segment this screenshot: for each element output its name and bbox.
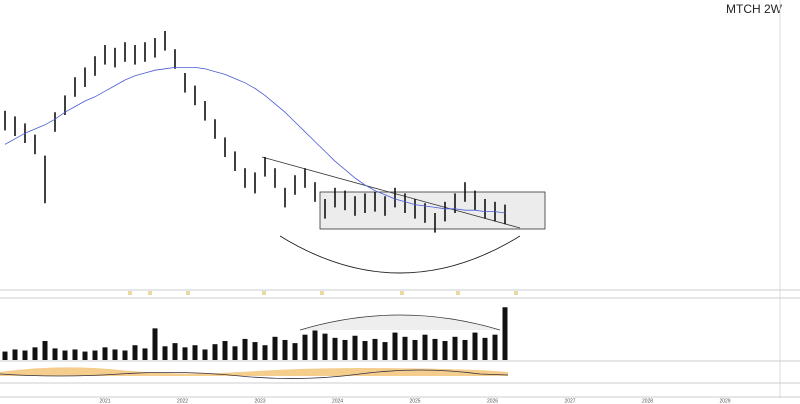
volume-bar bbox=[272, 336, 278, 360]
x-tick-label: 2025 bbox=[409, 398, 420, 404]
volume-bar bbox=[182, 347, 188, 360]
chart-title: MTCH 2W bbox=[726, 2, 783, 16]
x-tick-label: 2021 bbox=[99, 398, 110, 404]
volume-bar bbox=[292, 343, 298, 360]
volume-bar bbox=[472, 332, 478, 360]
volume-bar bbox=[52, 348, 58, 360]
volume-bar bbox=[312, 330, 318, 360]
moving-average bbox=[4, 67, 506, 214]
x-tick-label: 2026 bbox=[487, 398, 498, 404]
signal-marker bbox=[456, 291, 460, 295]
volume-bar bbox=[412, 339, 418, 360]
volume-arc bbox=[299, 314, 501, 331]
volume-bar bbox=[142, 348, 148, 360]
channel-box bbox=[319, 191, 546, 230]
volume-bar bbox=[492, 334, 498, 360]
volume-bar bbox=[242, 338, 248, 360]
volume-bar bbox=[482, 337, 488, 360]
volume-bar bbox=[322, 333, 328, 360]
volume-bar bbox=[62, 350, 68, 360]
volume-bar bbox=[332, 337, 338, 360]
volume-bar bbox=[252, 342, 258, 360]
x-tick-label: 2023 bbox=[254, 398, 265, 404]
volume-bar bbox=[362, 341, 368, 360]
volume-bar bbox=[162, 346, 168, 360]
oscillator-line bbox=[0, 369, 509, 379]
volume-bar bbox=[342, 339, 348, 360]
volume-bar bbox=[2, 351, 8, 360]
volume-bar bbox=[32, 347, 38, 360]
volume-bar bbox=[452, 336, 458, 360]
volume-bar bbox=[12, 349, 18, 360]
volume-bar bbox=[122, 350, 128, 360]
volume-bar bbox=[392, 332, 398, 360]
x-tick-label: 2028 bbox=[642, 398, 653, 404]
signal-marker bbox=[186, 291, 190, 295]
volume-bar bbox=[22, 350, 28, 360]
volume-bar bbox=[102, 347, 108, 360]
x-tick-label: 2022 bbox=[177, 398, 188, 404]
volume-bar bbox=[72, 349, 78, 360]
signal-marker bbox=[400, 291, 404, 295]
volume-bar bbox=[432, 338, 438, 360]
rounding-arc bbox=[279, 235, 521, 274]
volume-bar bbox=[232, 346, 238, 360]
volume-bar bbox=[92, 350, 98, 360]
volume-bar bbox=[402, 336, 408, 360]
volume-bar bbox=[462, 339, 468, 360]
volume-bar bbox=[42, 341, 48, 360]
volume-bar bbox=[442, 341, 448, 360]
volume-bar bbox=[172, 343, 178, 360]
volume-bar bbox=[382, 342, 388, 360]
signal-buttons bbox=[128, 291, 518, 295]
volume-bar bbox=[112, 349, 118, 360]
volume-bar bbox=[202, 349, 208, 360]
volume-bar bbox=[212, 344, 218, 360]
x-tick-label: 2027 bbox=[564, 398, 575, 404]
signal-marker bbox=[320, 291, 324, 295]
volume-bar bbox=[262, 345, 268, 360]
volume-bar bbox=[502, 307, 508, 360]
signal-marker bbox=[128, 291, 132, 295]
x-tick-label: 2024 bbox=[332, 398, 343, 404]
x-tick-label: 2029 bbox=[719, 398, 730, 404]
volume-bar bbox=[302, 334, 308, 360]
volume-bar bbox=[282, 339, 288, 360]
volume-bar bbox=[372, 338, 378, 360]
volume-bar bbox=[422, 334, 428, 360]
volume-bar bbox=[132, 345, 138, 360]
volume-bar bbox=[192, 345, 198, 360]
volume-bar bbox=[352, 335, 358, 360]
signal-marker bbox=[148, 291, 152, 295]
volume-bar bbox=[82, 351, 88, 360]
signal-marker bbox=[514, 291, 518, 295]
volume-bar bbox=[222, 341, 228, 360]
volume-bar bbox=[152, 328, 158, 360]
signal-marker bbox=[262, 291, 266, 295]
